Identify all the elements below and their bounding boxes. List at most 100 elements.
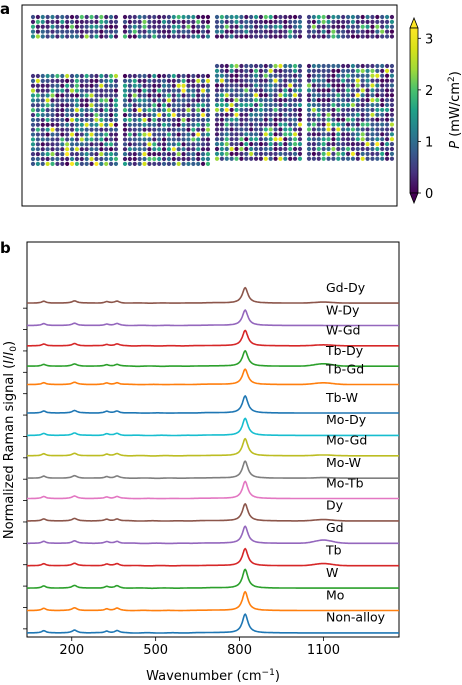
map-dot <box>181 122 186 127</box>
map-dot <box>258 107 264 113</box>
map-dot <box>196 83 201 88</box>
map-dot <box>214 132 220 137</box>
map-dot <box>239 107 244 113</box>
map-dot <box>171 132 176 137</box>
map-dot <box>224 132 229 137</box>
map-dot <box>69 29 75 34</box>
map-dot <box>152 142 157 147</box>
map-dot <box>200 117 206 123</box>
map-dot <box>35 132 40 137</box>
map-dot <box>214 68 220 73</box>
series-label: Dy <box>326 498 344 513</box>
map-dot <box>244 24 249 29</box>
map-dot <box>35 161 40 166</box>
map-dot <box>35 93 40 98</box>
map-dot <box>196 137 201 142</box>
map-dot <box>292 78 298 83</box>
map-dot <box>263 24 268 29</box>
series-label: Tb-Gd <box>325 361 364 376</box>
map-dot <box>196 93 201 98</box>
map-dot <box>132 19 137 24</box>
map-dot <box>186 98 191 103</box>
map-dot <box>370 151 375 156</box>
map-dot <box>137 73 142 79</box>
map-dot <box>45 142 50 147</box>
map-dot <box>283 107 288 113</box>
map-dot <box>132 73 137 79</box>
map-dot <box>147 127 152 132</box>
map-dot <box>292 107 298 113</box>
map-dot <box>292 102 298 108</box>
map-dot <box>99 83 104 88</box>
map-dot <box>65 14 70 20</box>
map-dot <box>65 151 70 157</box>
map-dot <box>239 132 244 137</box>
map-dot <box>147 88 152 93</box>
map-dot <box>65 142 70 147</box>
map-dot <box>273 14 278 20</box>
map-dot <box>350 14 356 20</box>
map-dot <box>253 98 259 103</box>
map-dot <box>350 122 356 127</box>
map-dot <box>345 107 351 113</box>
map-dot <box>122 98 128 103</box>
map-dot <box>214 93 220 98</box>
map-dot <box>297 83 303 88</box>
map-dot <box>350 156 356 161</box>
map-dot <box>365 112 370 117</box>
map-dot <box>35 147 40 152</box>
map-dot <box>229 156 234 161</box>
map-dot <box>316 63 321 69</box>
map-dot <box>186 103 191 108</box>
map-dot <box>94 112 99 118</box>
map-dot <box>321 68 326 73</box>
map-dot <box>176 142 181 147</box>
map-dot <box>380 78 385 83</box>
map-dot <box>65 108 70 113</box>
map-dot <box>69 132 75 137</box>
map-dot <box>341 107 346 113</box>
map-dot <box>35 78 40 83</box>
map-dot <box>89 93 94 98</box>
map-dot <box>331 122 336 127</box>
map-dot <box>196 108 201 113</box>
map-dot <box>224 98 229 103</box>
map-dot <box>196 132 201 137</box>
map-dot <box>74 103 80 108</box>
map-dot <box>370 88 375 93</box>
map-dot <box>113 161 119 166</box>
map-dot <box>244 34 249 39</box>
map-dot <box>292 141 298 147</box>
map-dot <box>389 141 395 147</box>
map-dot <box>239 73 244 78</box>
map-dot <box>69 142 75 147</box>
map-dot <box>122 112 128 118</box>
map-dot <box>365 117 370 122</box>
map-dot <box>196 98 201 103</box>
map-dot <box>137 147 142 152</box>
map-dot <box>89 142 94 147</box>
map-dot <box>234 122 239 127</box>
map-dot <box>84 137 89 142</box>
map-dot <box>176 78 181 83</box>
map-dot <box>113 151 119 157</box>
map-dot <box>104 73 109 79</box>
map-dot <box>161 122 167 127</box>
map-dot <box>69 151 75 157</box>
map-dot <box>375 19 380 24</box>
map-dot <box>181 73 186 79</box>
map-dot <box>127 132 132 137</box>
map-dot <box>161 98 167 103</box>
map-dot <box>191 88 196 93</box>
series-label: Mo-Gd <box>326 433 367 448</box>
map-dot <box>360 127 365 132</box>
map-dot <box>161 19 167 24</box>
map-dot <box>65 103 70 108</box>
map-dot <box>89 127 94 132</box>
map-dot <box>336 73 341 78</box>
map-dot <box>350 107 356 113</box>
map-dot <box>336 102 341 108</box>
map-dot <box>65 156 70 162</box>
map-dot <box>104 83 109 88</box>
map-dot <box>137 83 142 88</box>
